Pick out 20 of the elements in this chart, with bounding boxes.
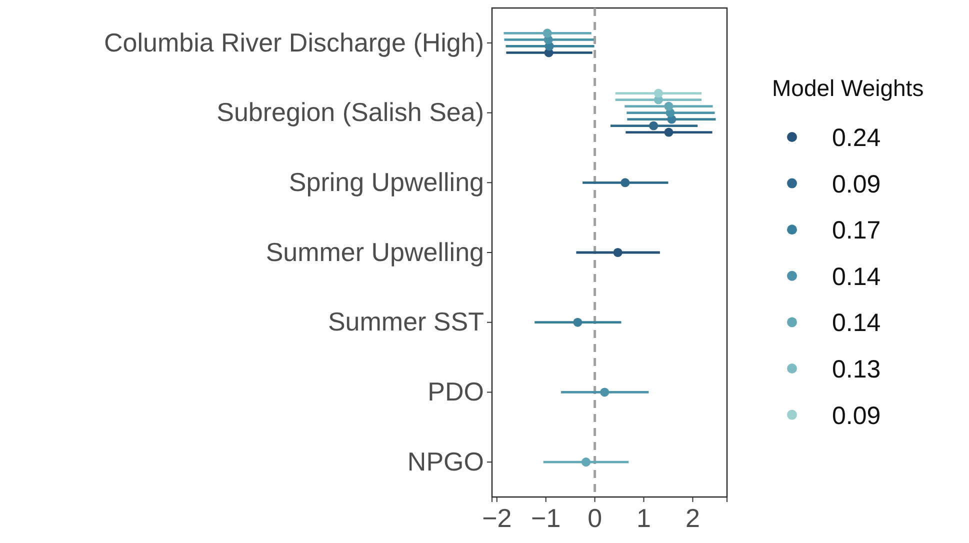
x-tick-label: −1 bbox=[531, 503, 561, 534]
x-tick-label: 2 bbox=[685, 503, 700, 534]
legend-label: 0.13 bbox=[832, 356, 881, 384]
legend-label: 0.14 bbox=[832, 262, 881, 291]
y-tick-label: PDO bbox=[428, 376, 484, 407]
legend-label: 0.09 bbox=[832, 402, 881, 430]
legend-label: 0.09 bbox=[832, 170, 881, 198]
y-tick-label: Spring Upwelling bbox=[288, 166, 484, 197]
x-tick-label: −2 bbox=[482, 503, 512, 534]
x-tick-label: 0 bbox=[588, 503, 602, 534]
legend-label: 0.17 bbox=[832, 216, 881, 245]
y-tick-label: NPGO bbox=[407, 446, 484, 476]
y-tick-label: Subregion (Salish Sea) bbox=[216, 97, 484, 128]
legend-label: 0.24 bbox=[832, 124, 881, 152]
legend-title: Model Weights bbox=[772, 75, 924, 101]
y-tick-label: Summer Upwelling bbox=[266, 236, 484, 267]
legend-label: 0.14 bbox=[832, 309, 881, 338]
x-tick-label: 1 bbox=[636, 503, 652, 534]
y-tick-label: Summer SST bbox=[328, 306, 484, 337]
y-tick-label: Columbia River Discharge (High) bbox=[104, 27, 484, 58]
